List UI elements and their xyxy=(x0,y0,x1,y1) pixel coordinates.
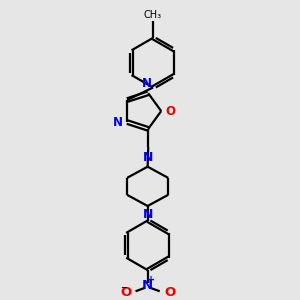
Text: N: N xyxy=(113,116,123,129)
Text: O: O xyxy=(164,286,175,299)
Text: N: N xyxy=(142,76,152,90)
Text: N: N xyxy=(143,208,153,221)
Text: O: O xyxy=(165,105,176,118)
Text: O: O xyxy=(120,286,131,299)
Text: +: + xyxy=(148,275,156,285)
Text: N: N xyxy=(143,151,153,164)
Text: N: N xyxy=(142,279,153,292)
Text: ⁻: ⁻ xyxy=(120,284,127,298)
Text: CH₃: CH₃ xyxy=(144,10,162,20)
